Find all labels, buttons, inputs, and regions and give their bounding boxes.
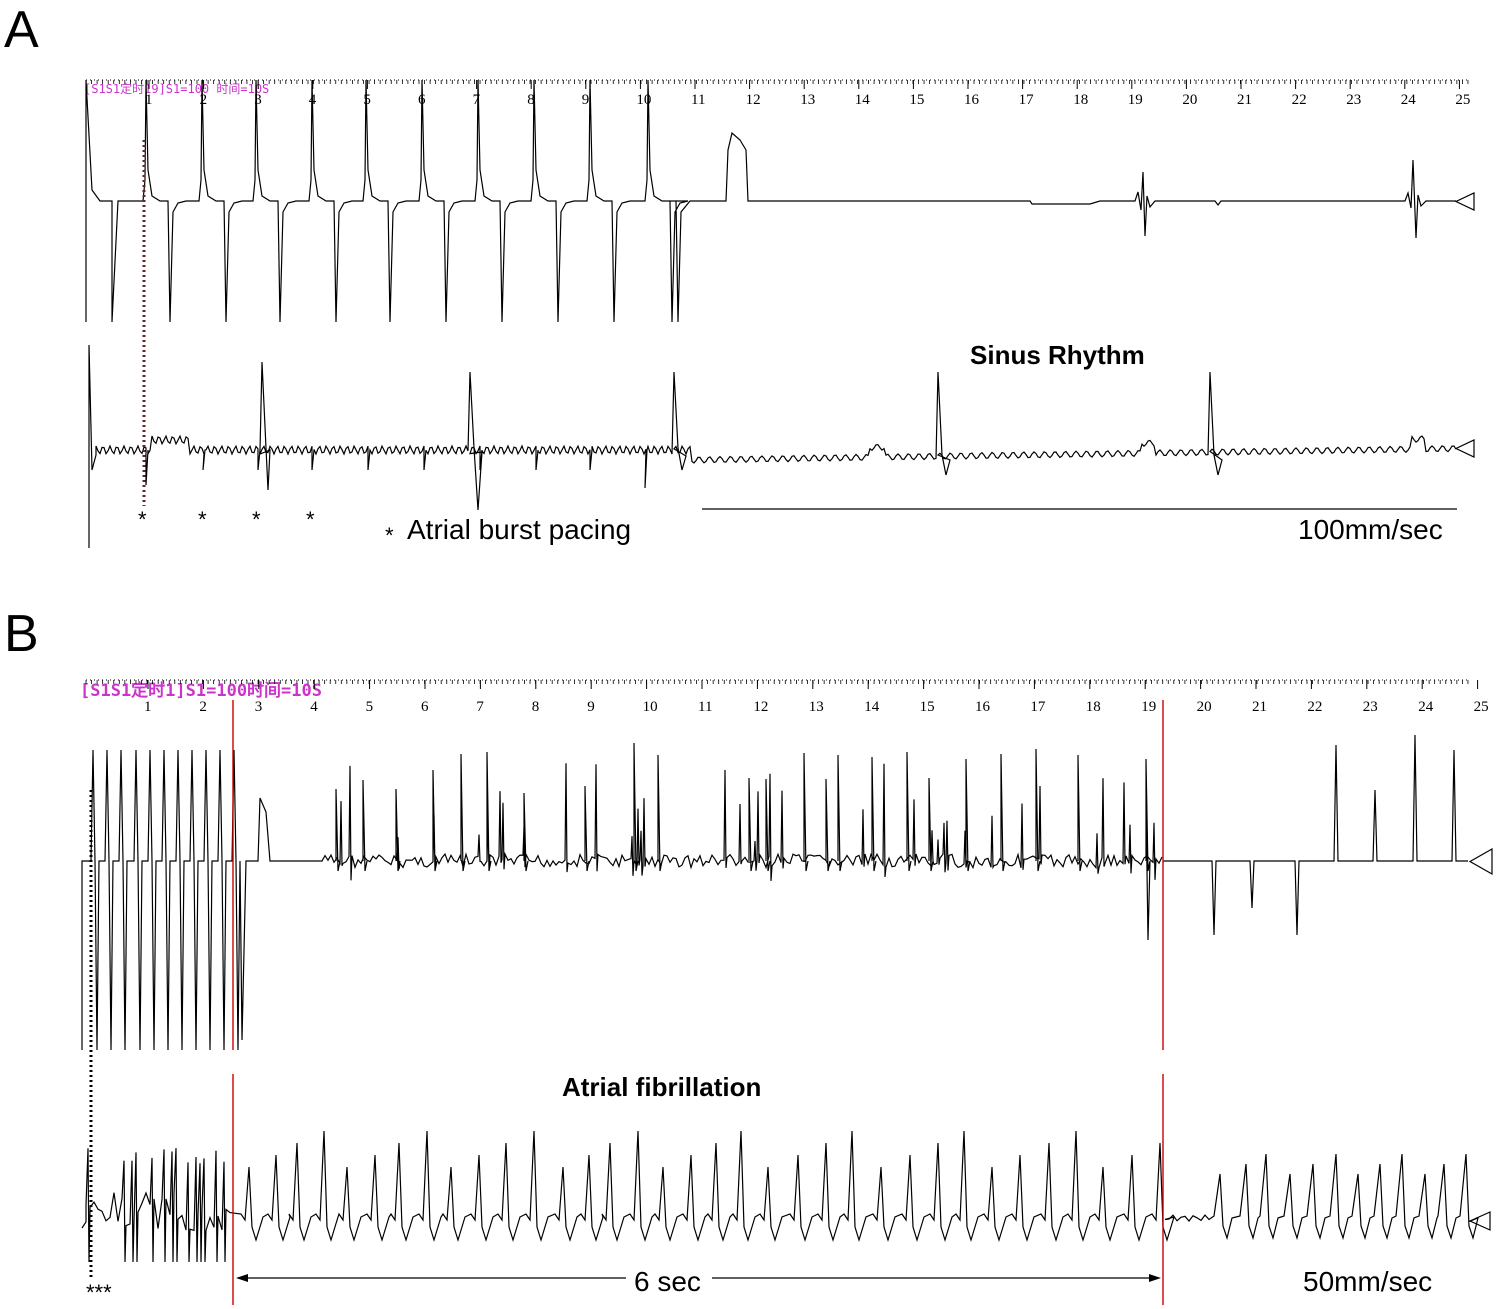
panel-b-tick-label-11: 11 xyxy=(698,699,712,715)
panel-b-tick-label-5: 5 xyxy=(366,699,374,715)
panel-b-rhythm-label: Atrial fibrillation xyxy=(562,1072,761,1102)
panel-b-tick-label-6: 6 xyxy=(421,699,429,715)
panel-a-tick-label-22: 22 xyxy=(1292,92,1307,108)
panel-a-pacing-mark-3: * xyxy=(252,507,261,532)
panel-b-pacing-marks: *** xyxy=(86,1280,112,1305)
panel-b-ventricular-trace xyxy=(81,734,1468,1051)
panel-b-tick-label-17: 17 xyxy=(1030,699,1046,715)
panel-b-tick-label-10: 10 xyxy=(643,699,658,715)
panel-b-atrial-trace xyxy=(81,1130,1479,1263)
panel-a-tick-labels: 1 2 3 4 5 6 7 8 9 10 11 12 13 14 15 16 17 18 19 20 21 22 23 24 2… xyxy=(145,92,1470,108)
panel-b-tick-label-12: 12 xyxy=(753,699,768,715)
panel-b-tick-label-18: 18 xyxy=(1086,699,1101,715)
panel-a-pacing-legend: Atrial burst pacing xyxy=(407,514,631,545)
panel-a-tick-label-15: 15 xyxy=(909,92,924,108)
panel-a-tick-label-18: 18 xyxy=(1073,92,1088,108)
panel-a-tick-label-24: 24 xyxy=(1401,92,1417,108)
panel-b-duration-label: 6 sec xyxy=(634,1266,701,1297)
panel-a-tick-label-21: 21 xyxy=(1237,92,1252,108)
panel-a-header: [S1S1定时19]S1=100 时间=10S xyxy=(84,81,269,96)
panel-a-pacing-mark-4: * xyxy=(306,507,315,532)
panel-a-tick-label-23: 23 xyxy=(1346,92,1361,108)
panel-a-tick-label-13: 13 xyxy=(800,92,815,108)
panel-a-top-end-marker xyxy=(1454,192,1475,211)
panel-b-tick-label-13: 13 xyxy=(809,699,824,715)
panel-b-time-ruler xyxy=(85,679,1479,689)
panel-a-tick-label-17: 17 xyxy=(1019,92,1035,108)
panel-b-tick-label-4: 4 xyxy=(310,699,318,715)
panel-b-tick-label-1: 1 xyxy=(144,699,152,715)
panel-b-tick-label-3: 3 xyxy=(255,699,262,715)
panel-b-tick-label-7: 7 xyxy=(476,699,484,715)
panel-a-tick-label-25: 25 xyxy=(1455,92,1470,108)
panel-b-bottom-end-marker xyxy=(1468,1211,1491,1231)
panel-b-duration-arrowhead-right xyxy=(1149,1274,1161,1282)
panel-a-tick-label-8: 8 xyxy=(527,92,535,108)
panel-b-tick-label-9: 9 xyxy=(587,699,595,715)
panel-b-tick-label-21: 21 xyxy=(1252,699,1267,715)
panel-b-tick-label-14: 14 xyxy=(864,699,880,715)
panel-b-tick-label-15: 15 xyxy=(920,699,935,715)
panel-b-tick-label-20: 20 xyxy=(1197,699,1212,715)
panel-a-bottom-end-marker xyxy=(1454,439,1475,458)
panel-a: [S1S1定时19]S1=100 时间=10S 1 2 3 4 5 6 7 8 9 10 11 12 1… xyxy=(84,79,1475,548)
panel-a-tick-label-2: 2 xyxy=(200,92,208,108)
panel-b-tick-label-16: 16 xyxy=(975,699,991,715)
panel-b-tick-labels: 1 2 3 4 5 6 7 8 9 10 11 12 13 14 15 16 17 18 19 20 21 22 23 24 2… xyxy=(144,699,1489,715)
panel-b-paper-speed: 50mm/sec xyxy=(1303,1266,1432,1297)
panel-b-header: [S1S1定时1]S1=100时间=10S xyxy=(80,680,322,701)
panel-a-tick-label-12: 12 xyxy=(746,92,761,108)
panel-b-duration-arrowhead-left xyxy=(236,1274,248,1282)
panel-a-tick-label-20: 20 xyxy=(1182,92,1197,108)
panel-a-time-ruler xyxy=(85,79,1469,89)
panel-a-tick-label-5: 5 xyxy=(363,92,371,108)
panel-a-tick-label-1: 1 xyxy=(145,92,153,108)
panel-b-tick-label-24: 24 xyxy=(1418,699,1434,715)
panel-a-tick-label-3: 3 xyxy=(254,92,262,108)
panel-a-pacing-mark-1: * xyxy=(138,507,147,532)
panel-b: [S1S1定时1]S1=100时间=10S 1 2 3 4 5 6 7 8 9 10 11 12 13 1… xyxy=(80,679,1493,1305)
panel-a-ventricular-trace xyxy=(85,79,1456,323)
panel-a-tick-label-9: 9 xyxy=(582,92,590,108)
panel-b-tick-label-19: 19 xyxy=(1141,699,1156,715)
panel-a-paper-speed: 100mm/sec xyxy=(1298,514,1443,545)
panel-a-tick-label-16: 16 xyxy=(964,92,980,108)
panel-b-tick-label-25: 25 xyxy=(1474,699,1489,715)
panel-b-tick-label-22: 22 xyxy=(1307,699,1322,715)
panel-b-tick-label-2: 2 xyxy=(199,699,207,715)
panel-b-top-end-marker xyxy=(1468,847,1493,876)
panel-a-rhythm-label: Sinus Rhythm xyxy=(970,340,1145,370)
panel-b-tick-label-23: 23 xyxy=(1363,699,1378,715)
panel-a-tick-label-14: 14 xyxy=(855,92,871,108)
panel-a-pacing-mark-2: * xyxy=(198,507,207,532)
panel-a-legend-marker: * xyxy=(385,523,394,548)
panel-a-tick-label-11: 11 xyxy=(691,92,705,108)
panel-a-letter: A xyxy=(4,1,39,59)
panel-a-tick-label-7: 7 xyxy=(473,92,481,108)
panel-a-tick-label-19: 19 xyxy=(1128,92,1143,108)
panel-a-atrial-trace xyxy=(88,344,1457,548)
panel-b-tick-label-8: 8 xyxy=(532,699,540,715)
panel-b-letter: B xyxy=(4,605,39,663)
